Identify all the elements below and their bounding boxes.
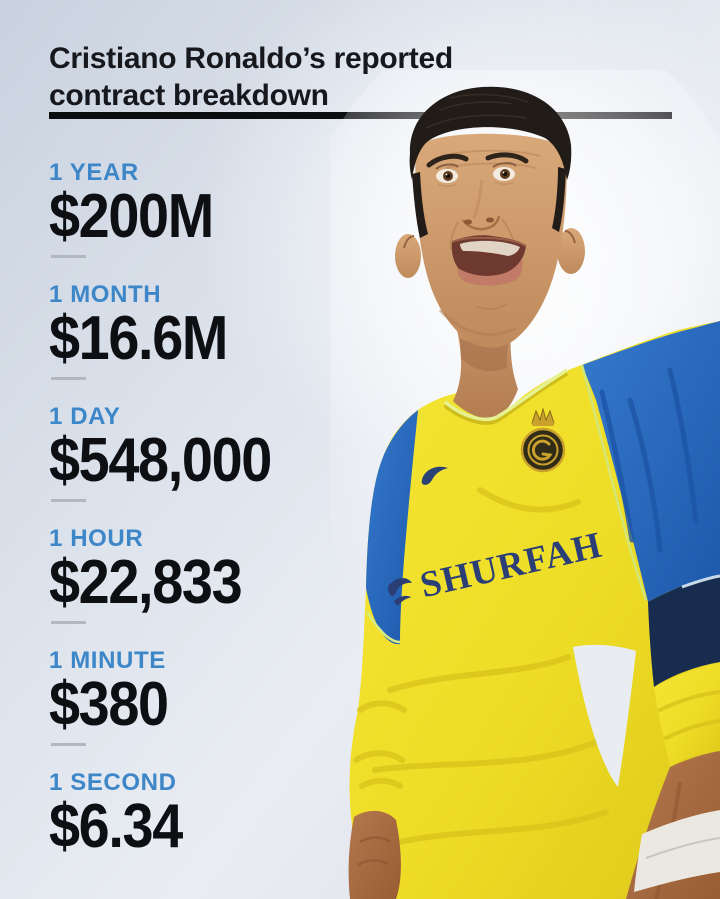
stat-value: $6.34 (49, 792, 183, 861)
hair (409, 86, 572, 180)
head (395, 86, 585, 348)
right-sleeve-seam-trim (580, 364, 648, 601)
kit-brand-mark-icon (421, 466, 448, 485)
right-sideburn (552, 167, 566, 232)
right-ear (557, 228, 585, 274)
stat-value: $22,833 (49, 548, 243, 617)
page-title: Cristiano Ronaldo’s reported contract br… (49, 40, 453, 114)
fist-creases (357, 836, 391, 867)
stat-item-hour: 1 HOUR $22,833 (49, 527, 379, 649)
stat-item-year: 1 YEAR $200M (49, 161, 379, 283)
left-fist (348, 810, 401, 899)
ronaldo-figure: SHURFAH (330, 70, 720, 899)
stat-label: 1 HOUR (49, 525, 144, 552)
stat-label: 1 MINUTE (49, 647, 166, 674)
stat-label: 1 DAY (49, 403, 121, 430)
stat-item-day: 1 DAY $548,000 (49, 405, 379, 527)
stat-label: 1 MONTH (49, 281, 162, 308)
left-sleeve-blue (366, 410, 418, 645)
stat-label: 1 YEAR (49, 159, 139, 186)
title-line-1: Cristiano Ronaldo’s reported (49, 42, 453, 75)
jersey-folds (353, 487, 609, 845)
sponsor-bird-mark-icon (388, 578, 413, 607)
stat-value: $200M (49, 182, 214, 251)
stat-item-month: 1 MONTH $16.6M (49, 283, 379, 405)
jaw-shading (438, 308, 517, 336)
left-sleeve-trim (365, 611, 401, 644)
wrist-tape (634, 810, 720, 892)
hair-texture (425, 93, 529, 129)
header: Cristiano Ronaldo’s reported contract br… (49, 40, 453, 114)
left-ear (395, 234, 421, 278)
stat-value: $548,000 (49, 426, 272, 495)
al-nassr-crest-icon (520, 407, 566, 473)
nose (461, 179, 501, 231)
right-sleeve-blue (582, 321, 720, 602)
wrist-tape-fold (645, 837, 720, 859)
chin-crease (475, 303, 507, 311)
stat-item-second: 1 SECOND $6.34 (49, 771, 379, 858)
torso-arm-gap (573, 644, 636, 787)
collar-trim (443, 368, 569, 425)
right-sleeve-folds (599, 367, 699, 553)
eyebrows (426, 152, 529, 168)
right-sleeve-cuff (654, 663, 720, 767)
stat-label: 1 SECOND (49, 769, 177, 796)
right-cuff-folds (658, 690, 720, 740)
left-sideburn (412, 172, 428, 238)
title-line-2: contract breakdown (49, 79, 329, 112)
mouth (451, 235, 527, 286)
neck (453, 324, 518, 419)
stat-value: $380 (49, 670, 169, 739)
captain-armband (648, 575, 720, 687)
stat-value: $16.6M (49, 304, 228, 373)
stats-list: 1 YEAR $200M 1 MONTH $16.6M 1 DAY $548,0… (49, 161, 379, 858)
armband-edge (681, 574, 720, 589)
stat-item-minute: 1 MINUTE $380 (49, 649, 379, 771)
eyes (435, 162, 517, 187)
